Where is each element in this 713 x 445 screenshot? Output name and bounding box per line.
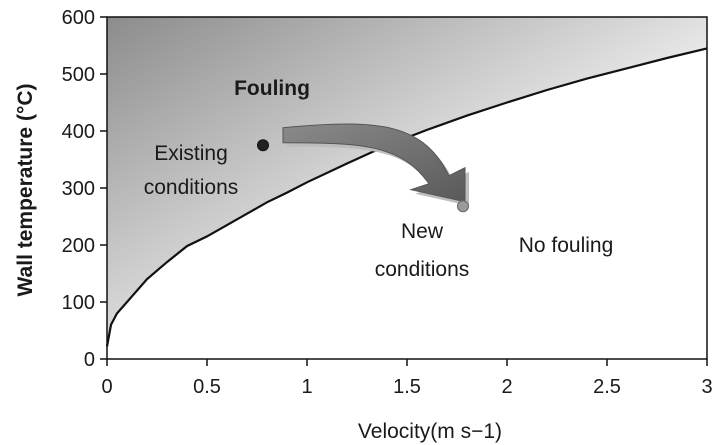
y-tick-label: 200 [62, 235, 95, 257]
y-tick-label: 400 [62, 121, 95, 143]
existing-conditions-label-line2: conditions [144, 176, 239, 199]
axis-ticks [100, 16, 708, 366]
x-tick-label: 0 [101, 376, 112, 398]
fouling-threshold-curve [105, 47, 708, 347]
transition-arrow-body [282, 123, 466, 203]
no-fouling-region-label: No fouling [519, 234, 614, 257]
fouling-region-label: Fouling [234, 77, 310, 100]
x-tick-label: 2 [501, 376, 512, 398]
x-axis-label: Velocity(m s−1) [358, 420, 502, 443]
x-tick-label: 0.5 [193, 376, 221, 398]
x-tick-labels: 0 0.5 1 1.5 2 2.5 3 [101, 376, 712, 398]
y-tick-label: 100 [62, 292, 95, 314]
y-tick-label: 600 [62, 7, 95, 29]
new-conditions-label-line1: New [401, 220, 444, 243]
x-tick-label: 2.5 [593, 376, 621, 398]
existing-conditions-point [257, 139, 269, 152]
y-axis-label: Wall temperature (°C) [14, 84, 37, 297]
fouling-region-shade [107, 17, 707, 359]
x-tick-label: 1.5 [393, 376, 421, 398]
x-tick-label: 1 [301, 376, 312, 398]
existing-conditions-label-line1: Existing [154, 142, 228, 165]
x-tick-label: 3 [701, 376, 712, 398]
y-tick-label: 0 [84, 349, 95, 371]
y-tick-labels: 0 100 200 300 400 500 600 [62, 7, 95, 371]
y-tick-label: 300 [62, 178, 95, 200]
new-conditions-point [457, 200, 469, 213]
y-tick-label: 500 [62, 64, 95, 86]
new-conditions-label-line2: conditions [375, 258, 470, 281]
transition-arrow [282, 123, 469, 206]
